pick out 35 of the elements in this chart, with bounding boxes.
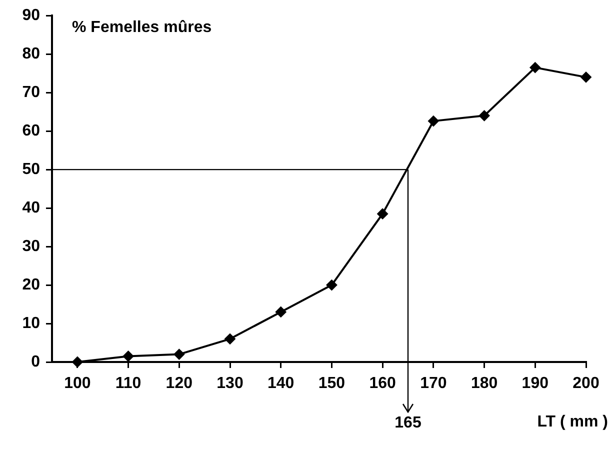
y-tick-label: 10 <box>22 314 40 332</box>
y-tick-label: 80 <box>22 45 40 62</box>
x-tick-label: 170 <box>420 375 447 392</box>
y-tick-label: 30 <box>22 238 40 255</box>
x-tick-label: 110 <box>115 375 142 392</box>
x-tick-label: 140 <box>268 375 294 392</box>
point <box>122 350 134 362</box>
point <box>478 110 490 122</box>
y-axis-title: % Femelles mûres <box>72 19 212 36</box>
point <box>224 333 236 344</box>
y-tick-label: 50 <box>22 160 40 178</box>
point <box>377 208 388 220</box>
ref-line-label: 165 <box>394 414 422 432</box>
x-tick-label: 130 <box>216 375 244 392</box>
point <box>326 280 338 291</box>
y-tick-label: 70 <box>22 84 40 101</box>
x-tick-label: 150 <box>318 375 346 392</box>
x-tick-label: 180 <box>470 375 498 392</box>
point <box>72 356 83 368</box>
point <box>428 116 439 127</box>
point <box>275 306 286 318</box>
point <box>530 62 541 74</box>
x-tick-label: 200 <box>572 375 600 392</box>
y-tick-label: 60 <box>22 122 40 140</box>
x-tick-label: 190 <box>522 375 549 392</box>
y-tick-label: 90 <box>22 7 40 24</box>
y-tick-label: 20 <box>22 276 40 294</box>
y-tick-label: 40 <box>22 199 40 216</box>
x-axis-title: LT ( mm ) <box>537 413 608 430</box>
x-tick-label: 120 <box>166 375 193 392</box>
point <box>580 72 592 83</box>
point <box>174 348 185 360</box>
x-tick-label: 100 <box>64 375 91 392</box>
y-tick-label: 0 <box>31 353 40 370</box>
x-tick-label: 160 <box>369 375 396 392</box>
